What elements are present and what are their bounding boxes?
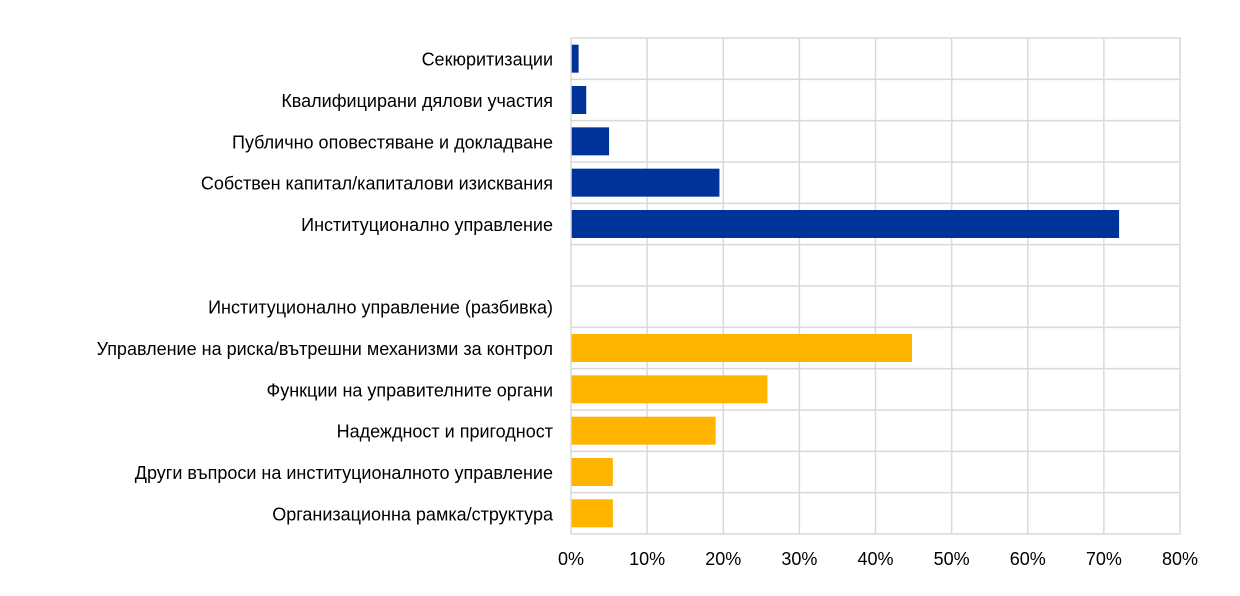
category-label: Организационна рамка/структура xyxy=(272,504,554,524)
category-label: Институционално управление (разбивка) xyxy=(208,298,553,318)
bar xyxy=(571,44,579,73)
x-tick-label: 30% xyxy=(781,549,817,569)
category-labels: Секюритизации Квалифицирани дялови участи… xyxy=(97,50,554,525)
x-tick-label: 40% xyxy=(857,549,893,569)
x-tick-label: 70% xyxy=(1086,549,1122,569)
x-tick-label: 60% xyxy=(1010,549,1046,569)
category-label: Публично оповестяване и докладване xyxy=(232,132,553,152)
bar xyxy=(571,127,610,156)
bar xyxy=(571,499,613,528)
bar xyxy=(571,334,913,362)
category-label: Институционално управление xyxy=(301,215,553,235)
bars xyxy=(571,44,1120,528)
x-tick-label: 10% xyxy=(629,549,665,569)
bar xyxy=(571,210,1120,238)
category-label: Други въпроси на институционалното управ… xyxy=(135,463,553,483)
grid-lines xyxy=(571,37,1181,535)
x-tick-label: 80% xyxy=(1162,549,1198,569)
x-tick-label: 50% xyxy=(934,549,970,569)
category-label: Квалифицирани дялови участия xyxy=(281,91,553,111)
x-tick-labels: 0% 10% 20% 30% 40% 50% 60% 70% 80% xyxy=(558,549,1198,569)
category-label: Собствен капитал/капиталови изисквания xyxy=(201,174,553,194)
x-tick-label: 20% xyxy=(705,549,741,569)
category-label: Функции на управителните органи xyxy=(267,380,553,400)
category-label: Надеждност и пригодност xyxy=(337,422,553,442)
category-label: Управление на риска/вътрешни механизми з… xyxy=(97,339,553,359)
bar xyxy=(571,168,720,197)
bar xyxy=(571,86,587,114)
category-label: Секюритизации xyxy=(422,50,553,70)
x-tick-label: 0% xyxy=(558,549,584,569)
bar xyxy=(571,375,768,404)
bar xyxy=(571,458,613,486)
bar xyxy=(571,416,716,445)
